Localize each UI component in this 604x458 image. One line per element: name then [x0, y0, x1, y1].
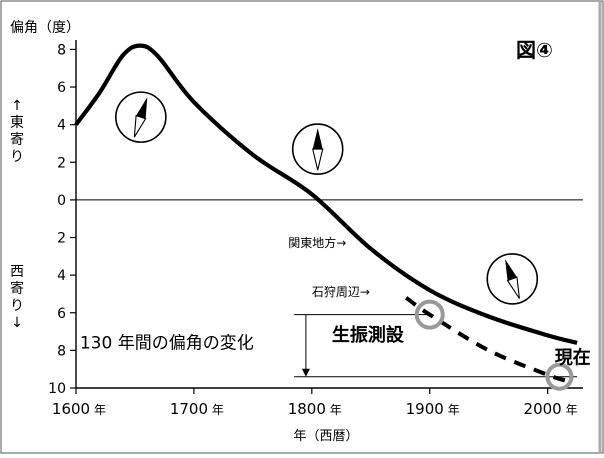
compass-needle [312, 128, 324, 171]
x-tick-suffix: 年 [566, 403, 578, 417]
y-tick-label: 6 [57, 80, 66, 96]
x-tick-label: 1700 [170, 400, 208, 418]
x-tick-suffix: 年 [330, 403, 342, 417]
compass-needle-north [136, 97, 148, 119]
compass-needle [505, 259, 520, 299]
compass-1800-icon [291, 123, 344, 175]
series-label-ishikari: 石狩周辺→ [312, 284, 370, 299]
compass-needle-south [312, 148, 324, 171]
present-label: 現在 [555, 347, 591, 369]
x-tick-suffix: 年 [212, 403, 224, 417]
change-label: 130 年間の偏角の変化 [80, 333, 254, 353]
x-axis-title: 年（西暦） [293, 429, 358, 444]
y-tick-label: 2 [57, 231, 66, 247]
compass-needle-south [506, 276, 520, 299]
compass-needle-south [133, 114, 147, 138]
survey-label: 生振測設 [332, 324, 405, 346]
y-label-west-char: ↓ [11, 315, 23, 331]
change-arrow-head [301, 368, 310, 377]
x-tick-label: 1900 [406, 400, 444, 418]
y-label-east: ↑東寄り [10, 98, 24, 165]
y-axis-title: 偏角（度） [10, 20, 80, 36]
compass-layer [115, 91, 539, 305]
compass-1650-icon [115, 91, 167, 143]
y-tick-label: 8 [57, 42, 66, 58]
x-tick-label: 1600 [52, 400, 90, 418]
series-line-2 [404, 296, 566, 383]
y-tick-label: 2 [57, 155, 66, 171]
y-label-west-char: 寄 [10, 280, 24, 297]
x-tick-suffix: 年 [94, 403, 106, 417]
y-tick-label: 10 [48, 381, 66, 397]
y-tick-label: 8 [57, 343, 66, 359]
y-tick-label: 0 [57, 193, 66, 209]
ticks: 8 6 4 2 0 2 4 6 8 10 1600 年 1700 年 1800 年 1900 年 2000 年 [48, 42, 577, 418]
y-label-west-char: り [10, 298, 24, 314]
y-tick-label: 4 [57, 268, 66, 284]
y-label-west: 西寄り↓ [10, 264, 24, 331]
x-tick-label: 2000 [524, 400, 562, 418]
y-tick-label: 4 [57, 118, 66, 134]
axes [75, 40, 583, 389]
compass-needle-north [505, 259, 517, 281]
compass-1950-icon [486, 253, 539, 305]
y-label-east-char: ↑ [11, 98, 23, 114]
y-label-east-char: り [10, 149, 24, 165]
survey-circle [414, 299, 445, 330]
x-tick-suffix: 年 [448, 403, 460, 417]
x-tick-label: 1800 [288, 400, 326, 418]
compass-needle [133, 97, 148, 138]
series-layer [74, 43, 578, 383]
present-circle [545, 362, 574, 391]
series-line-1 [74, 43, 578, 345]
y-tick-label: 6 [57, 306, 66, 322]
y-label-east-char: 寄 [10, 131, 24, 148]
y-label-west-char: 西 [10, 264, 24, 280]
compass-needle-north [312, 128, 323, 150]
figure-label: 図④ [516, 38, 553, 62]
series-label-kanto: 関東地方→ [288, 235, 346, 250]
y-label-east-char: 東 [10, 115, 24, 131]
